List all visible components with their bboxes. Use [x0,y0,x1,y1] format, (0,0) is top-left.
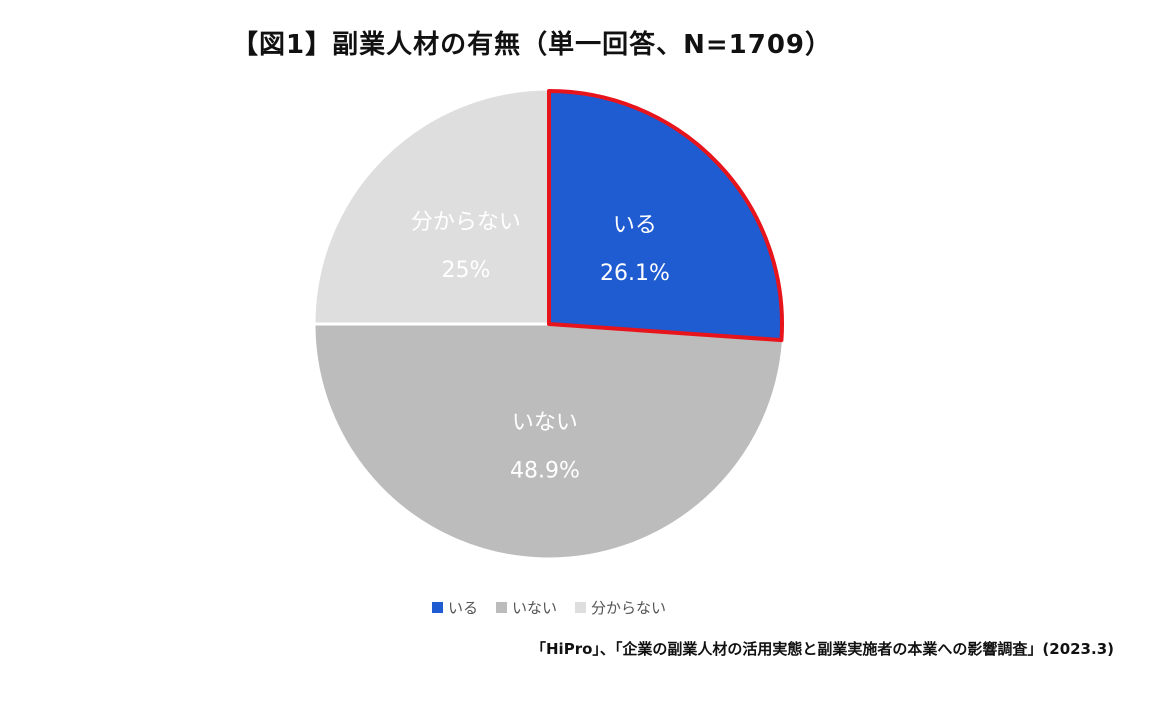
pie-value-iru: 26.1% [600,261,670,286]
source-note: 「HiPro」、「企業の副業人材の活用実態と副業実施者の本業への影響調査」(20… [531,640,1114,658]
legend-item-inai: いない [496,597,557,618]
pie-label-iru: いる [613,213,657,238]
legend-swatch-wakaranai [575,602,587,613]
legend-label-wakaranai: 分からない [591,599,667,617]
legend-swatch-iru [432,602,443,613]
pie-slice-iru [547,87,786,342]
legend-label-iru: いる [448,599,479,617]
legend-item-iru: いる [432,597,478,618]
pie-value-inai: 48.9% [510,458,580,483]
legend: いる いない 分からない [432,597,684,618]
legend-item-wakaranai: 分からない [575,597,666,618]
chart-title: 【図1】副業人材の有無（単一回答、N=1709） [232,30,832,60]
pie-value-wakaranai: 25% [441,258,490,283]
legend-swatch-inai [496,602,508,613]
pie-slice-highlight-border [547,89,784,343]
pie-label-inai: いない [512,410,578,435]
pie-slice-inai [312,322,785,561]
legend-label-inai: いない [512,599,558,617]
pie-slice-wakaranai [312,87,551,326]
pie-label-wakaranai: 分からない [411,210,521,235]
